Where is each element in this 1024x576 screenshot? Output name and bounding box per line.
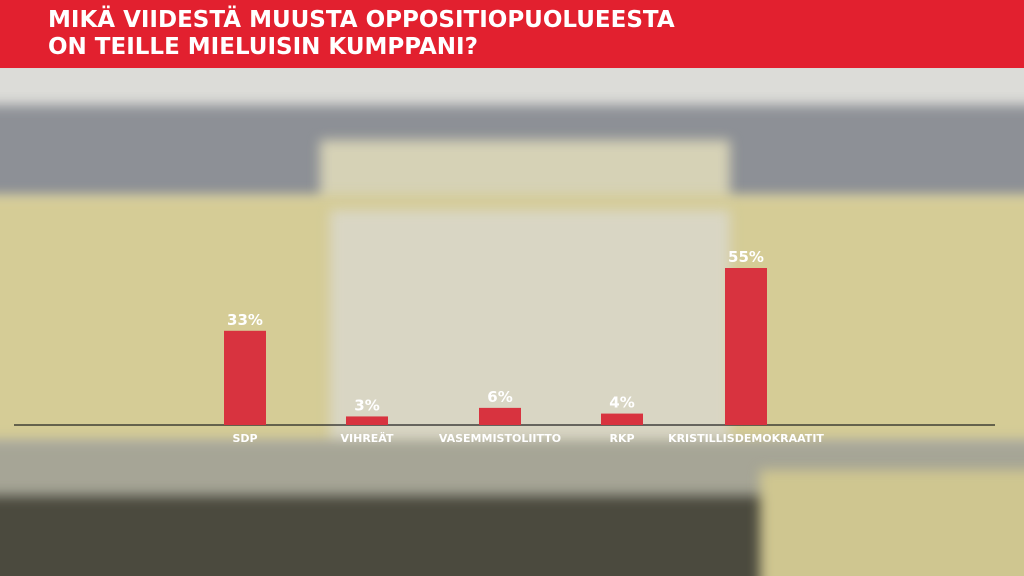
value-label: 4%	[609, 394, 634, 412]
bar	[346, 416, 388, 425]
title-banner: MIKÄ VIIDESTÄ MUUSTA OPPOSITIOPUOLUEESTA…	[0, 0, 1024, 68]
bar	[601, 413, 643, 425]
value-label: 3%	[354, 396, 379, 414]
value-label: 6%	[487, 388, 512, 406]
category-label: SDP	[232, 432, 257, 445]
portico	[330, 210, 730, 450]
wing	[760, 470, 1024, 576]
category-label: VASEMMISTOLIITTO	[439, 432, 561, 445]
bar	[725, 268, 767, 425]
bar	[224, 330, 266, 425]
value-label: 55%	[728, 248, 764, 266]
category-label: KRISTILLISDEMOKRAATIT	[668, 432, 824, 445]
category-label: RKP	[609, 432, 634, 445]
bar	[479, 407, 521, 425]
category-label: VIHREÄT	[341, 431, 394, 445]
value-label: 33%	[227, 311, 263, 329]
chart-title: MIKÄ VIIDESTÄ MUUSTA OPPOSITIOPUOLUEESTA…	[48, 7, 675, 60]
